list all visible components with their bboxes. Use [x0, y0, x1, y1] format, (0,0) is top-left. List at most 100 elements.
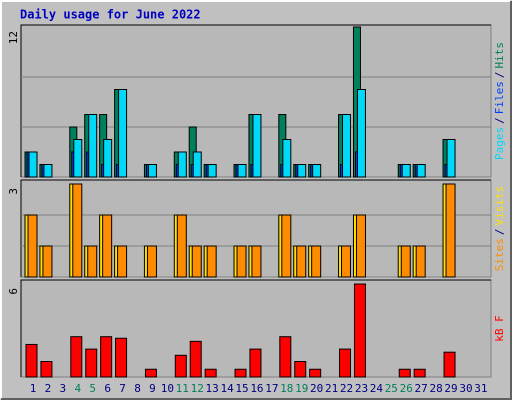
bar	[416, 164, 426, 178]
bar	[146, 245, 157, 278]
x-tick-label: 24	[370, 382, 384, 395]
x-tick-label: 8	[134, 382, 141, 395]
bar	[443, 351, 456, 378]
bar	[445, 183, 456, 278]
bar	[85, 348, 98, 378]
x-tick-label: 30	[459, 382, 472, 395]
panel-edge	[20, 179, 491, 277]
bar	[117, 245, 128, 278]
x-tick-label: 27	[415, 382, 428, 395]
bar	[103, 139, 113, 178]
x-tick-label: 5	[89, 382, 96, 395]
bar	[356, 89, 366, 178]
bar	[413, 368, 426, 378]
bar	[102, 214, 113, 278]
y-tick-label: 12	[7, 31, 20, 44]
legend-entry: Visits	[493, 186, 506, 226]
legend-entry: Sites	[493, 238, 506, 271]
bar	[296, 245, 307, 278]
x-tick-label: 28	[429, 382, 442, 395]
x-tick-label: 17	[265, 382, 278, 395]
panel-edge	[20, 279, 491, 377]
bar	[147, 164, 157, 178]
legend-entry: Files	[493, 81, 506, 114]
bar	[88, 114, 98, 178]
bar	[251, 245, 262, 278]
x-tick-label: 29	[444, 382, 457, 395]
x-tick-label: 12	[191, 382, 204, 395]
x-tick-label: 1	[30, 382, 37, 395]
bar	[28, 151, 38, 178]
bar	[177, 151, 187, 178]
x-tick-label: 18	[280, 382, 293, 395]
x-tick-label: 25	[385, 382, 398, 395]
chart-title: Daily usage for June 2022	[20, 8, 201, 22]
legend: kB F	[493, 315, 506, 342]
bar	[70, 336, 83, 378]
bar	[400, 245, 411, 278]
x-tick-label: 15	[235, 382, 248, 395]
bar	[237, 164, 247, 178]
bar	[72, 183, 83, 278]
bar	[398, 368, 411, 378]
bar	[73, 139, 83, 178]
x-tick-label: 2	[45, 382, 52, 395]
legend: Pages / Files / Hits	[493, 42, 506, 160]
legend-separator: /	[493, 229, 506, 236]
x-tick-label: 10	[161, 382, 174, 395]
bar	[297, 164, 307, 178]
bar	[294, 361, 307, 378]
bar	[43, 164, 53, 178]
bar	[189, 340, 202, 378]
bar	[236, 245, 247, 278]
bar	[176, 214, 187, 278]
bar	[355, 214, 366, 278]
panel-edge	[20, 24, 491, 177]
bar	[446, 139, 456, 178]
bar	[282, 139, 292, 178]
bar	[42, 245, 53, 278]
bar	[342, 114, 352, 178]
legend: Sites / Visits	[493, 186, 506, 272]
bar	[192, 151, 202, 178]
bar	[234, 368, 247, 378]
bar	[144, 368, 157, 378]
bar	[312, 164, 322, 178]
legend-separator: /	[493, 117, 506, 124]
x-tick-label: 19	[295, 382, 308, 395]
x-tick-label: 9	[149, 382, 156, 395]
bar	[249, 348, 262, 378]
bar	[339, 348, 352, 378]
y-tick-label: 3	[7, 188, 20, 195]
bar	[341, 245, 352, 278]
x-tick-label: 11	[176, 382, 189, 395]
x-tick-label: 23	[355, 382, 368, 395]
bar	[100, 336, 113, 378]
bar	[281, 214, 292, 278]
bar	[174, 354, 187, 378]
bar	[118, 89, 128, 178]
bar	[311, 245, 322, 278]
bar	[415, 245, 426, 278]
bar	[25, 343, 38, 378]
bar	[252, 114, 262, 178]
x-tick-label: 4	[74, 382, 81, 395]
legend-entry: Hits	[493, 42, 506, 69]
bar	[309, 368, 322, 378]
bar	[204, 368, 217, 378]
x-tick-label: 3	[60, 382, 67, 395]
x-tick-label: 7	[119, 382, 126, 395]
x-tick-label: 16	[250, 382, 263, 395]
bar	[40, 361, 53, 378]
bar	[401, 164, 411, 178]
x-tick-label: 6	[104, 382, 111, 395]
y-tick-label: 6	[7, 288, 20, 295]
bar	[206, 245, 217, 278]
bar	[27, 214, 38, 278]
bar	[353, 283, 366, 378]
x-tick-label: 21	[325, 382, 338, 395]
